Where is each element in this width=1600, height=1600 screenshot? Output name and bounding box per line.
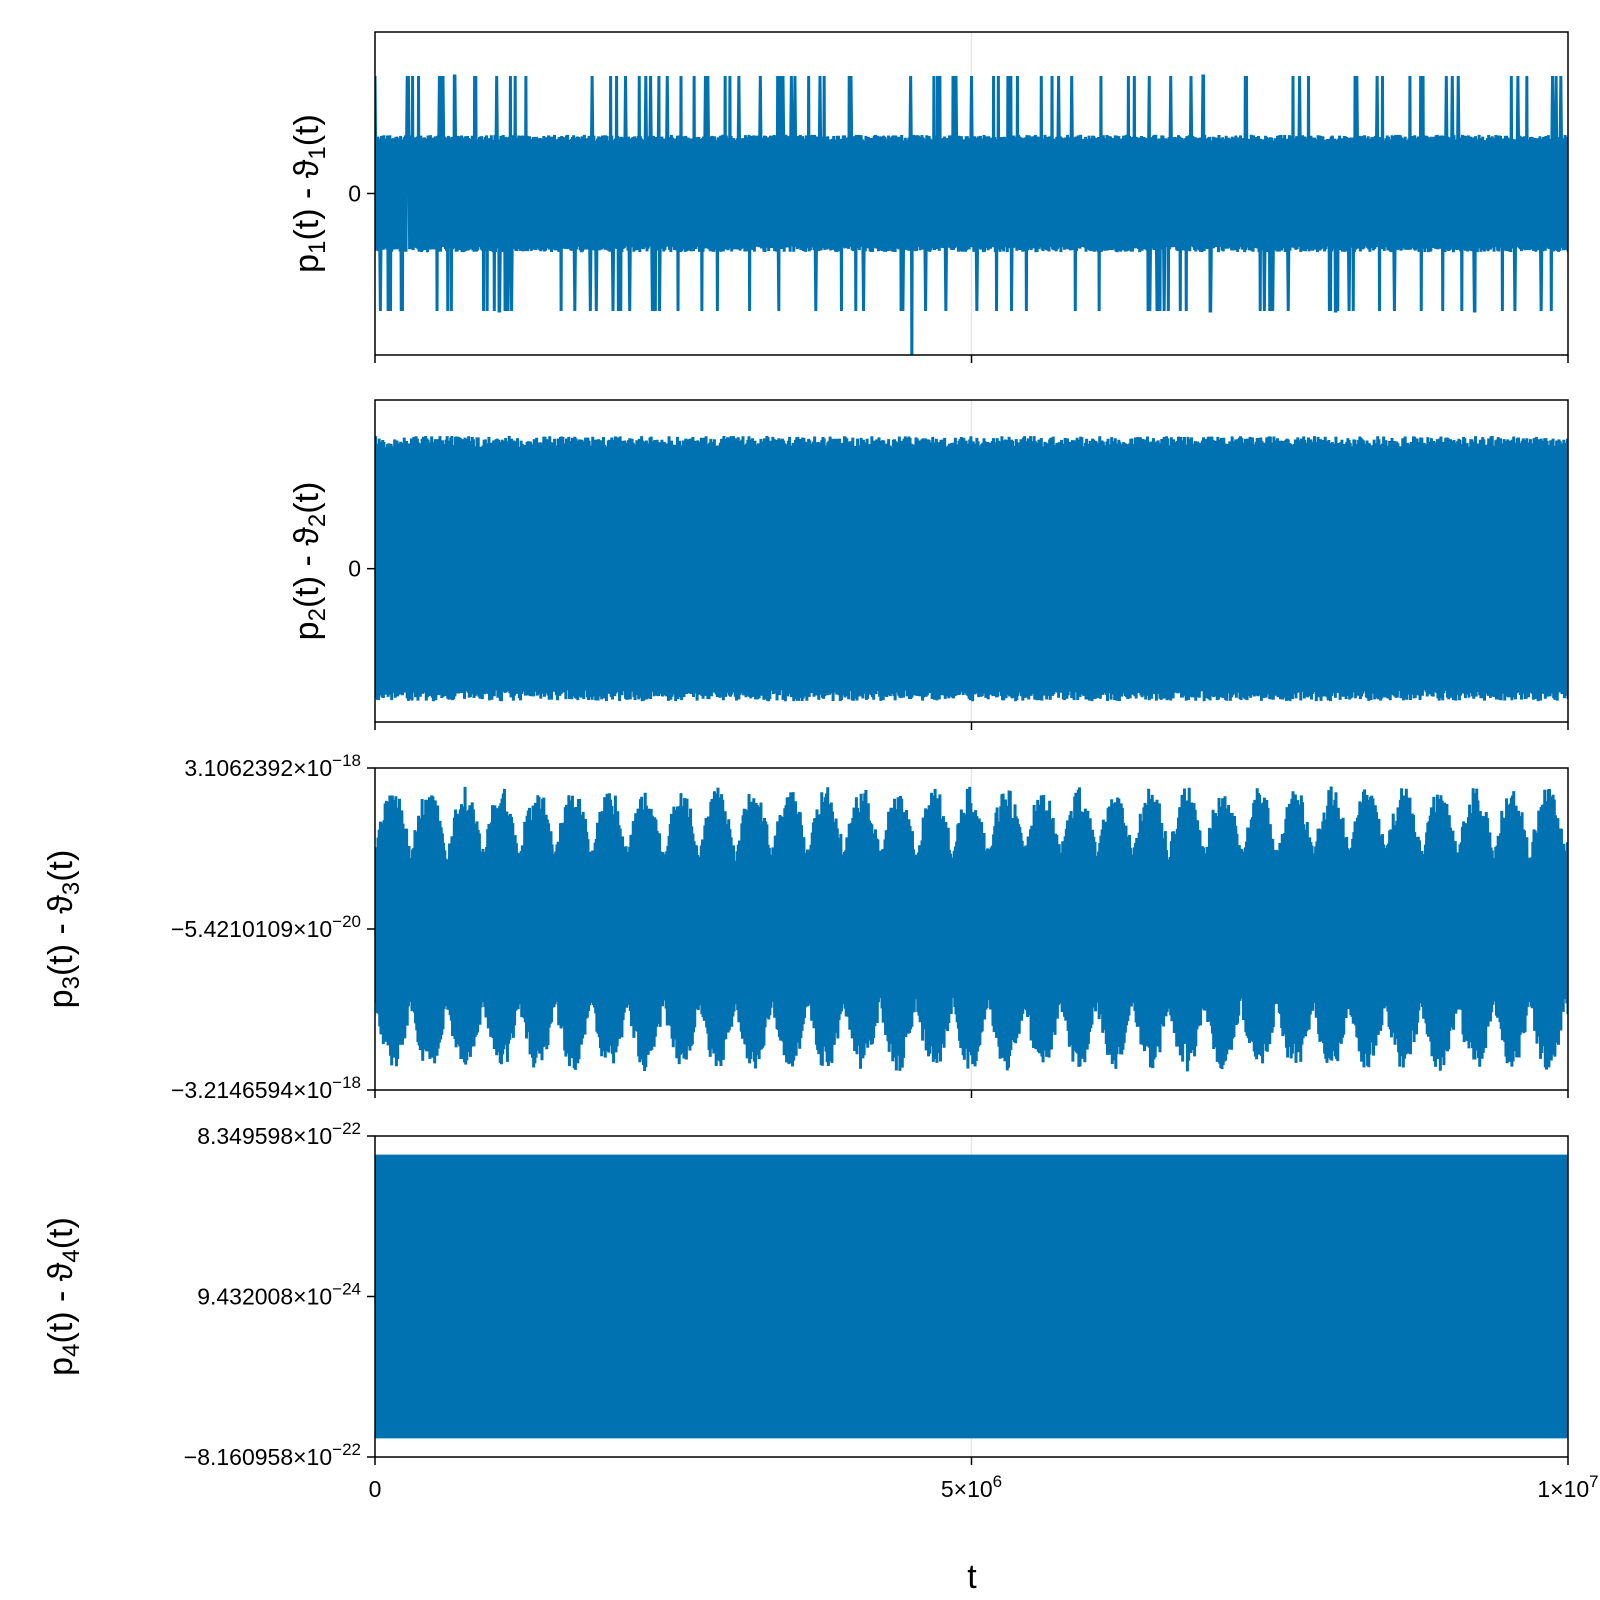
y-axis-label: p1(t) - ϑ1(t) bbox=[288, 114, 331, 273]
y-tick-label: 8.349598×10−22 bbox=[197, 1119, 361, 1149]
y-tick-label: 9.432008×10−24 bbox=[197, 1280, 361, 1310]
y-axis-label: p3(t) - ϑ3(t) bbox=[42, 850, 85, 1009]
x-axis-label: t bbox=[967, 1558, 977, 1596]
x-tick-label: 5×106 bbox=[941, 1472, 1002, 1502]
y-axis-label: p2(t) - ϑ2(t) bbox=[288, 482, 331, 641]
x-axis: t 0 5×106 1×107 bbox=[369, 1472, 1599, 1596]
panel-4: 8.349598×10−22 9.432008×10−24 −8.160958×10… bbox=[42, 1119, 1569, 1470]
y-tick-label: 3.1062392×10−18 bbox=[184, 751, 361, 781]
y-tick-label: 0 bbox=[348, 556, 361, 582]
panels-layer: 0 p1(t) - ϑ1(t) 0 p2(t) - ϑ2(t) 3.1062392×10… bbox=[42, 31, 1569, 1470]
y-tick-label: −5.4210109×10−20 bbox=[171, 912, 361, 942]
series-line bbox=[375, 74, 1568, 355]
x-tick-label: 1×107 bbox=[1537, 1472, 1598, 1502]
series-line bbox=[375, 436, 1568, 702]
series-line bbox=[375, 786, 1568, 1072]
panel-1: 0 p1(t) - ϑ1(t) bbox=[288, 31, 1569, 363]
y-tick-label: 0 bbox=[348, 181, 361, 207]
y-axis-label: p4(t) - ϑ4(t) bbox=[42, 1217, 85, 1376]
panel-2: 0 p2(t) - ϑ2(t) bbox=[288, 399, 1569, 730]
x-tick-label: 0 bbox=[369, 1476, 382, 1502]
y-tick-label: −8.160958×10−22 bbox=[184, 1440, 361, 1470]
y-tick-label: −3.2146594×10−18 bbox=[171, 1073, 361, 1103]
panel-3: 3.1062392×10−18 −5.4210109×10−20 −3.214659… bbox=[42, 751, 1569, 1103]
series-line bbox=[375, 1154, 1568, 1439]
